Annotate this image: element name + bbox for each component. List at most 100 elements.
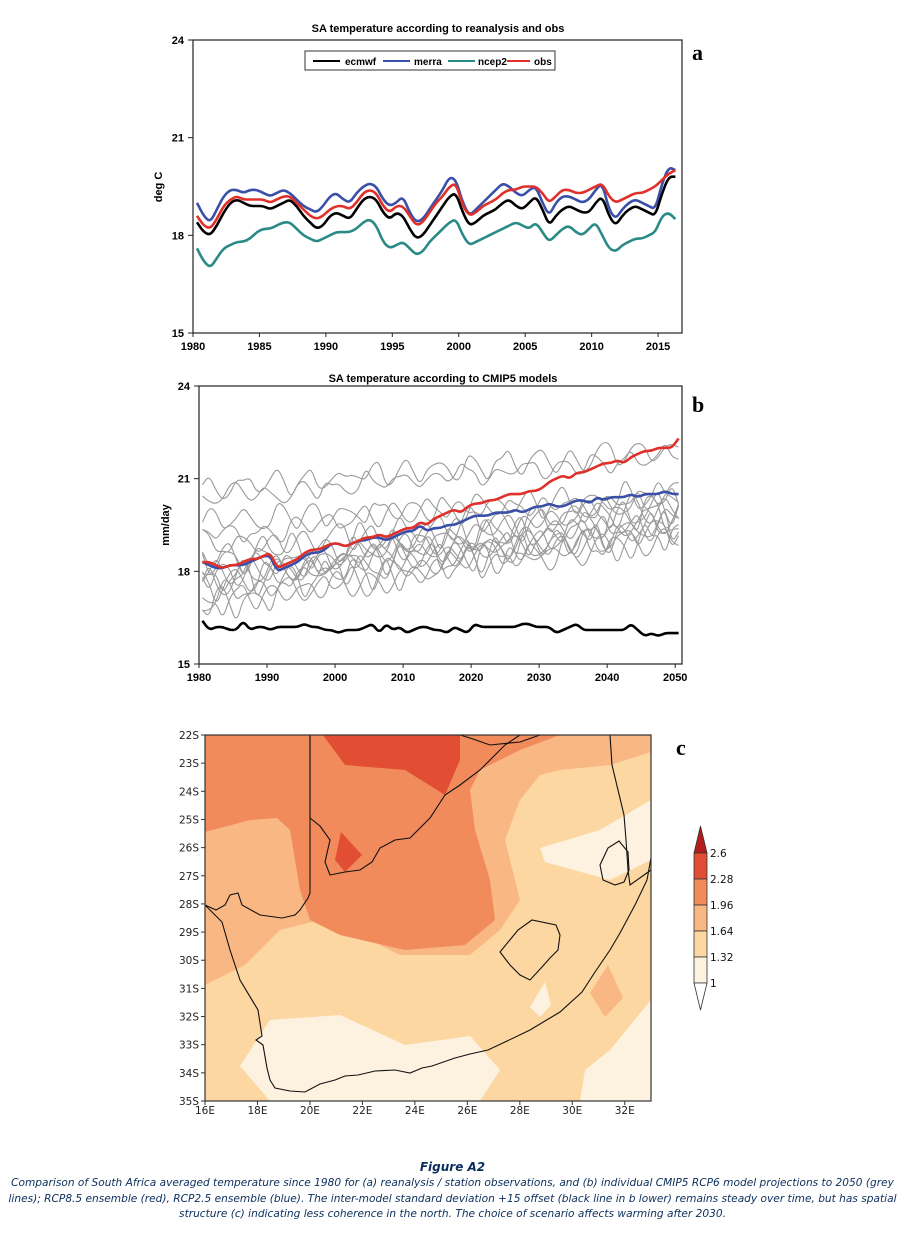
lat-tick-label: 29S xyxy=(179,927,199,939)
legend-label-ecmwf: ecmwf xyxy=(345,57,377,68)
y-tick-label: 24 xyxy=(178,381,191,393)
contour-level-2.28-south xyxy=(335,832,362,872)
map-axes: 16E 18E 20E 22E 24E 26E 28E 30E 32E 22S 23S 24S 25S 2… xyxy=(179,730,635,1117)
lat-tick-label: 28S xyxy=(179,899,199,911)
grey-model-line xyxy=(201,482,679,530)
lon-tick-label: 18E xyxy=(247,1105,267,1117)
y-tick-label: 18 xyxy=(178,566,190,578)
x-tick-label: 2020 xyxy=(459,672,483,684)
contour-level-1.00-patch xyxy=(530,982,551,1017)
y-tick-label: 21 xyxy=(178,474,190,486)
panel-a-legend: ecmwf merra ncep2 obs xyxy=(304,50,556,71)
y-tick-label: 24 xyxy=(172,35,185,47)
panel-b-chart: SA temperature according to CMIP5 models… xyxy=(160,373,704,684)
x-tick-label: 2000 xyxy=(323,672,347,684)
series-line-obs xyxy=(195,169,676,229)
y-tick-label: 21 xyxy=(172,133,184,145)
y-tick-label: 15 xyxy=(172,328,184,340)
x-tick-label: 1990 xyxy=(255,672,279,684)
x-tick-label: 2030 xyxy=(527,672,551,684)
y-tick-label: 18 xyxy=(172,230,184,242)
legend-box xyxy=(304,50,556,71)
colorbar: 2.6 2.28 1.96 1.64 1.32 1 xyxy=(693,825,734,1011)
colorbar-label: 1.32 xyxy=(710,952,733,964)
x-tick-label: 1995 xyxy=(380,341,404,353)
panel-b-y-axis-label: mm/day xyxy=(160,503,172,545)
rcp85-ensemble-line xyxy=(202,437,680,569)
grey-model-line xyxy=(202,488,680,591)
grey-model-line xyxy=(202,528,679,616)
lat-tick-label: 23S xyxy=(179,758,199,770)
x-tick-label: 1985 xyxy=(247,341,271,353)
lesotho-border xyxy=(499,919,561,981)
panel-a-title: SA temperature according to reanalysis a… xyxy=(312,23,565,35)
contour-level-1.64-east xyxy=(590,965,623,1017)
contour-level-1.00-east xyxy=(540,800,651,880)
x-tick-label: 2000 xyxy=(447,341,471,353)
lon-tick-label: 26E xyxy=(457,1105,477,1117)
inter-model-spread-line xyxy=(201,620,679,637)
y-tick-label: 15 xyxy=(178,659,190,671)
colorbar-bin xyxy=(693,852,708,880)
lat-tick-label: 24S xyxy=(179,786,199,798)
rcp25-ensemble-line xyxy=(201,490,679,572)
x-tick-label: 2015 xyxy=(646,341,670,353)
series-line-ncep2 xyxy=(195,212,677,268)
panel-b-title: SA temperature according to CMIP5 models xyxy=(329,373,558,385)
lat-tick-label: 32S xyxy=(179,1012,199,1024)
colorbar-label: 1.96 xyxy=(710,900,734,912)
lat-tick-label: 22S xyxy=(179,730,199,742)
panel-a-letter: a xyxy=(692,40,703,65)
eswatini-border xyxy=(599,840,630,886)
lon-tick-label: 32E xyxy=(615,1105,635,1117)
colorbar-label: 2.6 xyxy=(710,848,727,860)
colorbar-extend-min xyxy=(693,982,708,1011)
panel-c-map: 16E 18E 20E 22E 24E 26E 28E 30E 32E 22S 23S 24S 25S 2… xyxy=(179,730,734,1117)
legend-label-ncep2: ncep2 xyxy=(478,57,507,68)
map-contours xyxy=(205,735,651,1101)
map-frame xyxy=(204,734,652,1102)
panel-b-frame xyxy=(198,385,683,665)
lat-tick-label: 26S xyxy=(179,843,199,855)
coastline xyxy=(204,857,652,1093)
lon-tick-label: 28E xyxy=(510,1105,530,1117)
namibia-border xyxy=(204,735,311,919)
grey-model-line xyxy=(201,511,680,602)
figure-caption: Comparison of South Africa averaged temp… xyxy=(8,1177,897,1220)
x-tick-label: 2005 xyxy=(513,341,537,353)
colorbar-label: 2.28 xyxy=(710,874,733,886)
contour-level-1.00-se xyxy=(580,1000,651,1101)
contour-level-1.96 xyxy=(205,735,560,950)
lat-tick-label: 30S xyxy=(179,955,199,967)
panel-a-y-axis-label: deg C xyxy=(153,172,165,203)
map-borders xyxy=(204,734,652,1093)
lat-tick-label: 35S xyxy=(179,1096,199,1108)
legend-label-merra: merra xyxy=(414,57,442,68)
grey-model-line xyxy=(201,508,679,596)
lon-tick-label: 16E xyxy=(195,1105,215,1117)
x-tick-label: 2050 xyxy=(663,672,687,684)
lon-tick-label: 30E xyxy=(562,1105,582,1117)
lon-tick-label: 24E xyxy=(405,1105,425,1117)
lon-tick-label: 22E xyxy=(352,1105,372,1117)
panel-a-chart: SA temperature according to reanalysis a… xyxy=(153,23,703,353)
botswana-border xyxy=(309,734,521,876)
colorbar-extend-max xyxy=(693,825,708,854)
panel-b-axes: 1980 1990 2000 2010 2020 2030 2040 2050 15 18 21 24 xyxy=(178,381,688,684)
x-tick-label: 2010 xyxy=(579,341,603,353)
grey-model-line xyxy=(201,442,679,499)
x-tick-label: 1980 xyxy=(181,341,205,353)
legend-label-obs: obs xyxy=(534,57,552,68)
lat-tick-label: 25S xyxy=(179,814,199,826)
colorbar-label: 1.64 xyxy=(710,926,734,938)
x-tick-label: 2040 xyxy=(595,672,619,684)
lat-tick-label: 34S xyxy=(179,1068,199,1080)
panel-c-letter: c xyxy=(676,735,686,760)
contour-level-2.28-north xyxy=(323,735,460,795)
zimbabwe-border xyxy=(459,734,541,746)
colorbar-bin xyxy=(693,878,708,906)
colorbar-label: 1 xyxy=(710,978,717,990)
panel-a-axes: 1980 1985 1990 1995 2000 2005 2010 2015 15 18 21 24 xyxy=(172,35,671,353)
x-tick-label: 1990 xyxy=(314,341,338,353)
